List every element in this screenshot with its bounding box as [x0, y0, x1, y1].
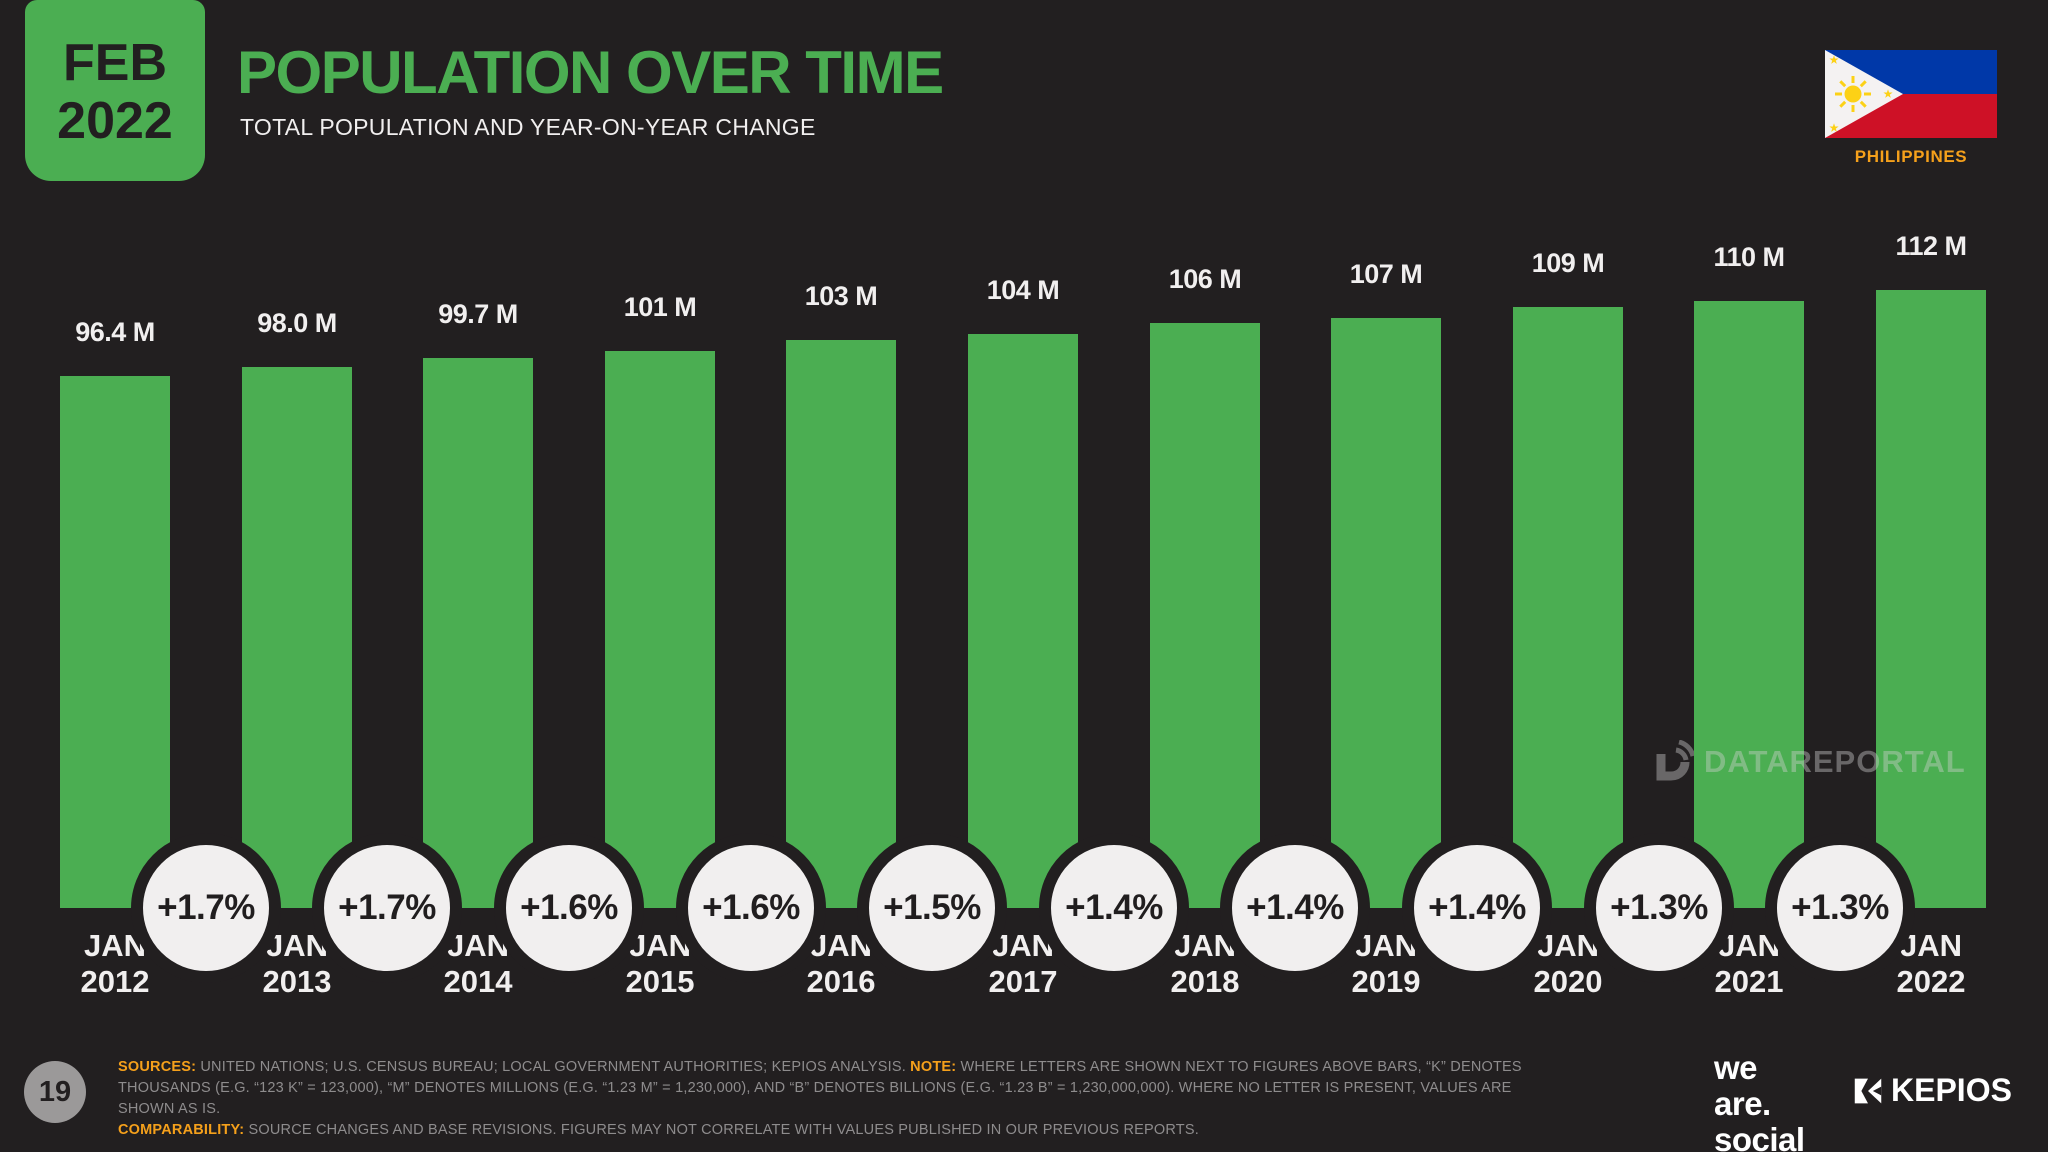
datareportal-signal-d-icon [1656, 740, 1694, 781]
we-are-social-logo: we are. social [1714, 1050, 1805, 1152]
bar-jan-2020 [1513, 307, 1623, 908]
yoy-change-circle-6: +1.4% [1039, 833, 1189, 983]
x-axis-label-line: 2013 [262, 964, 332, 999]
date-badge-month: FEB [63, 34, 167, 93]
bar-jan-2014 [423, 358, 533, 908]
x-axis-label-line: 2017 [988, 964, 1058, 999]
x-axis-label-line: 2021 [1714, 964, 1784, 999]
x-axis-label-line: 2016 [806, 964, 876, 999]
bar-value-jan-2021: 110 M [1713, 242, 1785, 272]
page-title: POPULATION OVER TIME [237, 39, 944, 106]
country-label: PHILIPPINES [1854, 147, 1968, 166]
x-axis-label-line: 2022 [1896, 964, 1966, 999]
bar-jan-2015 [605, 351, 715, 908]
x-axis-label-line: 2015 [625, 964, 695, 999]
bar-value-jan-2016: 103 M [804, 281, 878, 311]
yoy-change-circle-4: +1.6% [676, 833, 826, 983]
x-axis-label-line: 2012 [80, 964, 150, 999]
page-subtitle: TOTAL POPULATION AND YEAR-ON-YEAR CHANGE [240, 114, 816, 140]
datareportal-watermark: DATAREPORTAL [1650, 740, 1966, 784]
bar-value-jan-2013: 98.0 M [257, 308, 337, 338]
philippines-flag-icon [1825, 50, 1997, 138]
date-badge: FEB 2022 [25, 0, 205, 181]
x-axis-label-line: 2018 [1170, 964, 1240, 999]
bar-value-jan-2018: 106 M [1168, 264, 1242, 294]
kepios-logo: KEPIOS [1853, 1072, 2012, 1109]
bar-value-jan-2012: 96.4 M [75, 317, 155, 347]
footer-note-label: NOTE: [910, 1059, 957, 1075]
x-axis-label-jan-2012: JAN 2012 [15, 928, 215, 1000]
bar-value-jan-2022: 112 M [1895, 231, 1967, 261]
bar-jan-2013 [242, 367, 352, 908]
we-are-social-line: are. [1714, 1085, 1771, 1122]
we-are-social-line: social [1714, 1121, 1805, 1152]
yoy-change-circle-3: +1.6% [494, 833, 644, 983]
bar-value-jan-2020: 109 M [1531, 248, 1605, 278]
footer-note-label: COMPARABILITY: [118, 1122, 245, 1138]
bar-jan-2022 [1876, 290, 1986, 908]
bar-value-jan-2019: 107 M [1349, 259, 1423, 289]
yoy-change-circle-7: +1.4% [1220, 833, 1370, 983]
kepios-icon [1854, 1078, 1882, 1103]
footer-note-paragraph: SOURCES: UNITED NATIONS; U.S. CENSUS BUR… [118, 1059, 1522, 1117]
bar-jan-2019 [1331, 318, 1441, 908]
x-axis-label-line: 2014 [443, 964, 513, 999]
bar-jan-2018 [1150, 323, 1260, 908]
yoy-change-circle-5: +1.5% [857, 833, 1007, 983]
bar-jan-2016 [786, 340, 896, 908]
footer-notes: SOURCES: UNITED NATIONS; U.S. CENSUS BUR… [118, 1057, 1558, 1141]
yoy-change-circle-2: +1.7% [312, 833, 462, 983]
yoy-change-circle-8: +1.4% [1402, 833, 1552, 983]
x-axis-label-line: 2020 [1533, 964, 1603, 999]
bar-value-jan-2017: 104 M [986, 275, 1060, 305]
yoy-change-circle-1: +1.7% [131, 833, 281, 983]
we-are-social-line: we [1714, 1049, 1758, 1086]
x-axis-label-line: 2019 [1351, 964, 1421, 999]
date-badge-year: 2022 [57, 91, 173, 150]
bar-value-jan-2014: 99.7 M [438, 299, 518, 329]
footer-note-paragraph: COMPARABILITY: SOURCE CHANGES AND BASE R… [118, 1122, 1199, 1138]
bar-value-jan-2015: 101 M [623, 292, 697, 322]
footer-note-label: SOURCES: [118, 1059, 197, 1075]
yoy-change-circle-10: +1.3% [1765, 833, 1915, 983]
page-number-badge: 19 [24, 1061, 86, 1123]
yoy-change-circle-9: +1.3% [1584, 833, 1734, 983]
bar-jan-2012 [60, 376, 170, 908]
watermark-text: DATAREPORTAL [1704, 744, 1966, 779]
kepios-logo-text: KEPIOS [1891, 1072, 2012, 1108]
bar-jan-2017 [968, 334, 1078, 908]
x-axis-label-jan-2019: JAN 2019 [1286, 928, 1486, 1000]
bar-jan-2021 [1694, 301, 1804, 908]
